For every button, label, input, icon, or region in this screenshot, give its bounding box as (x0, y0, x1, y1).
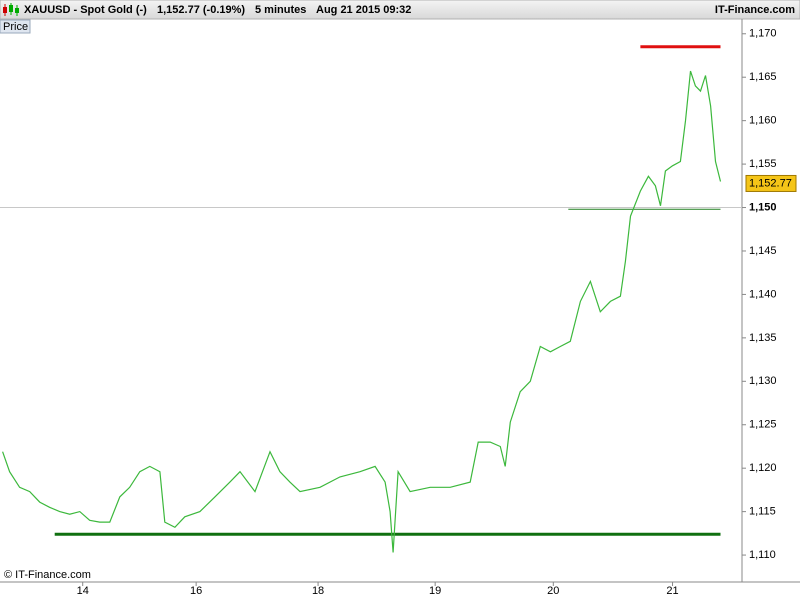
price-tag-label: 1,152.77 (749, 177, 792, 189)
datetime: Aug 21 2015 09:32 (316, 4, 411, 16)
x-tick-label: 18 (312, 585, 324, 597)
quote: 1,152.77 (-0.19%) (157, 4, 245, 16)
y-tick-label: 1,135 (749, 332, 777, 344)
brand: IT-Finance.com (715, 4, 795, 16)
y-tick-label: 1,145 (749, 245, 777, 257)
price-line (2, 70, 722, 553)
y-tick-label: 1,125 (749, 419, 777, 431)
y-tick-label: 1,120 (749, 462, 777, 474)
y-tick-label: 1,150 (749, 201, 777, 213)
y-tick-label: 1,110 (749, 549, 776, 561)
x-tick-label: 16 (190, 585, 202, 597)
copyright: © IT-Finance.com (4, 569, 91, 581)
panel-label-box (0, 19, 31, 34)
x-tick-label: 19 (429, 585, 441, 597)
interval: 5 minutes (255, 4, 306, 16)
panel-label: Price (3, 21, 28, 33)
y-tick-label: 1,165 (749, 71, 777, 83)
y-tick-label: 1,155 (749, 158, 777, 170)
price-tag (745, 174, 797, 192)
header-bar (0, 0, 800, 20)
y-tick-label: 1,160 (749, 115, 777, 127)
symbol: XAUUSD - Spot Gold (-) (24, 4, 147, 16)
y-tick-label: 1,140 (749, 288, 777, 300)
y-tick-label: 1,115 (749, 506, 776, 518)
x-tick-label: 14 (77, 585, 89, 597)
header-icon (3, 3, 19, 16)
y-tick-label: 1,130 (749, 375, 777, 387)
x-tick-label: 20 (547, 585, 559, 597)
y-tick-label: 1,170 (749, 28, 777, 40)
x-tick-label: 21 (666, 585, 678, 597)
